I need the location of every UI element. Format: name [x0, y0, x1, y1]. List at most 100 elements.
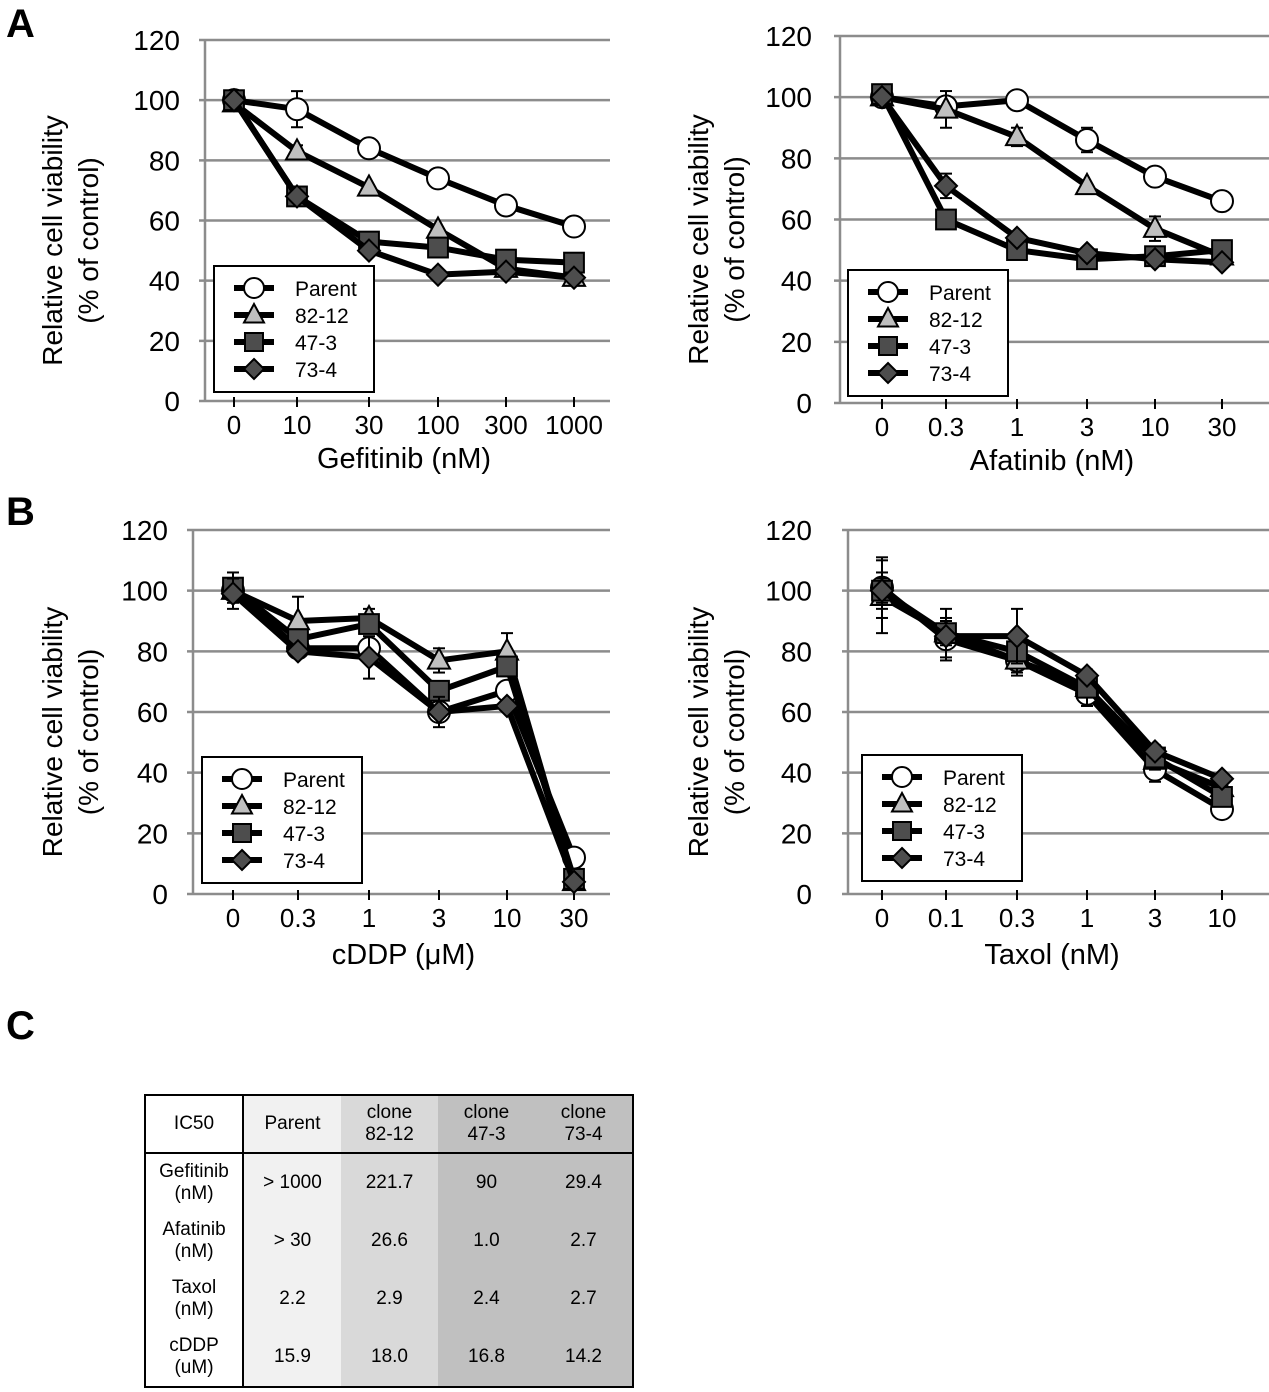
table-cell: > 1000 — [243, 1153, 341, 1212]
table-cell: 221.7 — [341, 1153, 438, 1212]
y-tick-label: 120 — [765, 515, 812, 546]
panel-label-c: C — [6, 1004, 35, 1048]
y-axis-label-units: (% of control) — [719, 156, 750, 323]
marker-circle — [891, 766, 913, 788]
y-tick-label: 60 — [781, 205, 812, 236]
x-axis-label: Gefitinib (nM) — [317, 443, 491, 475]
table-cell: 16.8 — [438, 1328, 535, 1387]
marker-diamond — [869, 578, 895, 604]
legend-label: 73-4 — [943, 848, 985, 871]
x-tick-label: 1 — [1010, 412, 1024, 442]
series-73-4 — [220, 577, 587, 895]
x-tick-label: 0.3 — [928, 412, 964, 442]
marker-diamond — [494, 693, 520, 719]
marker-triangle — [284, 137, 310, 161]
marker-circle — [243, 277, 265, 299]
legend-label: Parent — [283, 769, 345, 792]
y-tick-label: 0 — [152, 879, 168, 910]
marker-triangle — [890, 790, 914, 813]
x-tick-label: 0 — [226, 903, 240, 933]
table-header-cell: clone 47-3 — [438, 1095, 535, 1154]
y-tick-label: 80 — [781, 143, 812, 174]
marker-circle — [357, 136, 381, 161]
legend: Parent 82-12 47-3 73-4 — [847, 269, 1009, 397]
table-row: Afatinib (nM) > 30 26.6 1.0 2.7 — [145, 1212, 633, 1270]
x-tick-label: 300 — [484, 410, 527, 440]
y-axis-label-units: (% of control) — [73, 649, 104, 816]
marker-triangle — [230, 792, 254, 815]
y-axis-label-units: (% of control) — [719, 649, 750, 816]
x-tick-label: 30 — [1208, 412, 1237, 442]
marker-triangle — [242, 301, 266, 324]
y-axis-label-units: (% of control) — [73, 157, 104, 324]
series-47-3 — [871, 83, 1233, 271]
marker-diamond — [493, 259, 519, 285]
ic50-table: IC50 Parent clone 82-12 clone 47-3 clone… — [144, 1094, 634, 1388]
series-line — [231, 591, 577, 883]
marker-square — [427, 236, 449, 259]
y-tick-label: 80 — [149, 145, 180, 176]
marker-circle — [426, 166, 450, 191]
marker-circle — [1210, 189, 1234, 214]
y-tick-label: 40 — [781, 266, 812, 297]
legend-label: 82-12 — [295, 305, 349, 328]
table-header-cell: clone 73-4 — [535, 1095, 633, 1154]
marker-triangle — [1074, 171, 1100, 196]
chart-gefitinib: 0 20 40 60 80 100 120 0 10 30 100 300 1000 Gefitinib … — [37, 25, 610, 475]
marker-diamond — [1074, 663, 1100, 689]
marker-diamond — [876, 361, 900, 385]
marker-circle — [285, 97, 309, 122]
x-tick-label: 30 — [560, 903, 589, 933]
y-tick-label: 60 — [149, 206, 180, 237]
table-cell: 2.2 — [243, 1270, 341, 1328]
series-line — [881, 94, 1224, 259]
marker-circle — [494, 193, 518, 218]
series-73-4 — [221, 87, 587, 291]
y-tick-label: 40 — [781, 758, 812, 789]
marker-triangle — [1004, 122, 1030, 147]
table-cell: 2.7 — [535, 1212, 633, 1270]
table-cell: 29.4 — [535, 1153, 633, 1212]
legend-label: 47-3 — [283, 823, 325, 846]
series-line — [231, 98, 575, 281]
marker-diamond — [1209, 766, 1235, 792]
legend: Parent 82-12 47-3 73-4 — [861, 754, 1023, 882]
marker-triangle — [356, 173, 382, 197]
marker-circle — [1005, 88, 1029, 113]
marker-triangle — [933, 95, 959, 119]
legend-label: 73-4 — [929, 363, 971, 386]
series-line — [231, 587, 577, 883]
y-tick-label: 40 — [149, 266, 180, 297]
marker-diamond — [1142, 739, 1168, 764]
marker-diamond — [1004, 623, 1030, 649]
series-47-3 — [223, 89, 585, 274]
table-cell: > 30 — [243, 1212, 341, 1270]
marker-triangle — [426, 646, 452, 670]
table-header-cell: clone 82-12 — [341, 1095, 438, 1154]
legend-label: Parent — [943, 767, 1005, 790]
y-axis-label: Relative cell viability — [37, 607, 68, 858]
y-tick-label: 0 — [796, 388, 812, 419]
marker-diamond — [890, 846, 914, 870]
marker-diamond — [561, 869, 587, 895]
series-73-4 — [869, 84, 1235, 275]
legend-label: 47-3 — [943, 821, 985, 844]
y-tick-label: 100 — [765, 82, 812, 113]
y-tick-label: 20 — [781, 327, 812, 358]
marker-diamond — [285, 638, 311, 664]
y-tick-label: 40 — [137, 758, 168, 789]
marker-diamond — [1142, 246, 1168, 272]
x-tick-label: 0.3 — [999, 903, 1035, 933]
y-tick-label: 0 — [164, 386, 180, 417]
x-tick-label: 0 — [227, 410, 241, 440]
y-tick-label: 20 — [137, 818, 168, 849]
chart-taxol: 0 20 40 60 80 100 120 0 0.1 0.3 1 3 10 Taxol (nM) Rela… — [683, 515, 1269, 971]
marker-square — [358, 613, 380, 635]
table-cell: 26.6 — [341, 1212, 438, 1270]
table-row: Taxol (nM) 2.2 2.9 2.4 2.7 — [145, 1270, 633, 1328]
x-tick-label: 3 — [1148, 903, 1162, 933]
y-tick-label: 80 — [137, 636, 168, 667]
y-tick-label: 100 — [765, 576, 812, 607]
marker-square — [892, 821, 912, 841]
chart-afatinib: 0 20 40 60 80 100 120 0 0.3 1 3 10 30 Afatinib (nM) Re… — [683, 21, 1269, 477]
